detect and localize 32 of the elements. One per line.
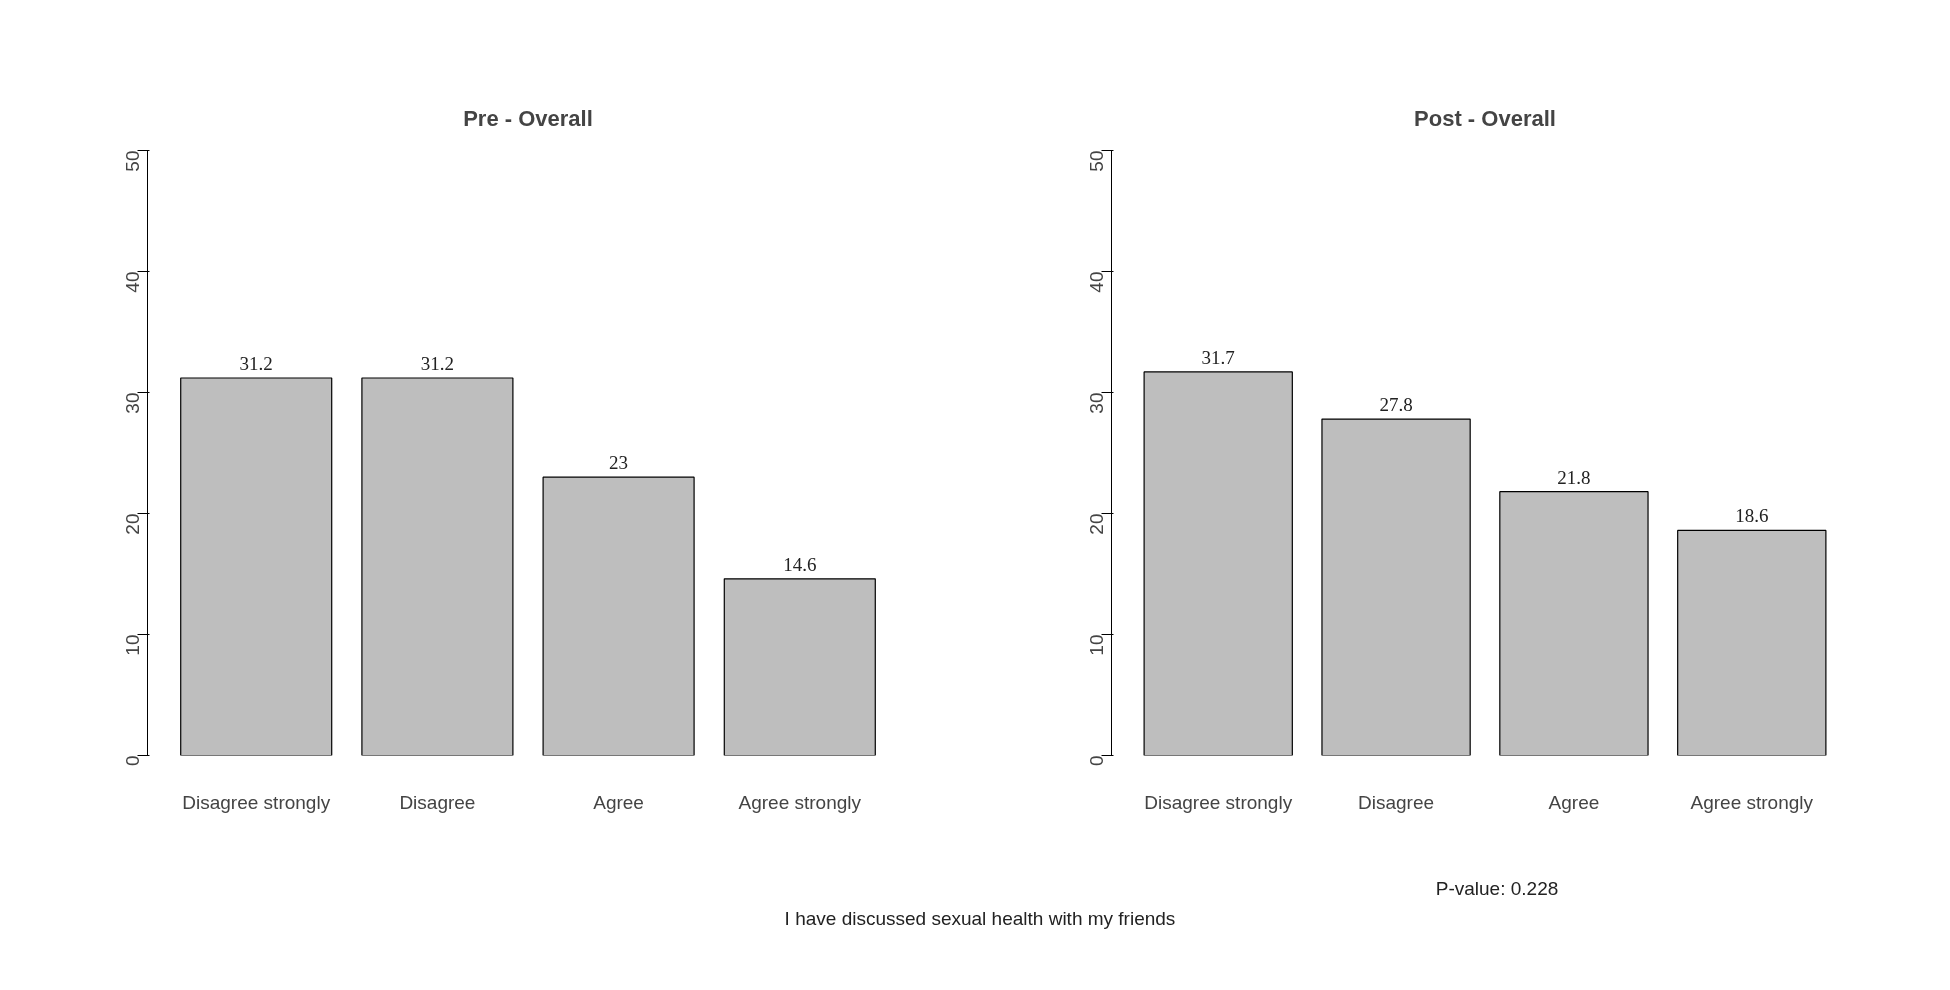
x-tick-label: Disagree strongly: [1144, 791, 1293, 813]
y-tick-label: 0: [122, 755, 143, 767]
data-label: 21.8: [1557, 466, 1591, 488]
y-tick-label: 40: [122, 271, 143, 293]
text: P-value: 0.228: [1434, 877, 1560, 901]
chart-title: Post - Overall: [1414, 105, 1556, 131]
data-label: 31.7: [1201, 346, 1235, 368]
data-label: 18.6: [1735, 505, 1769, 527]
data-label: 31.2: [239, 352, 273, 374]
y-tick-label: 10: [1086, 634, 1107, 656]
x-tick-label: Disagree: [1358, 791, 1435, 813]
x-tick-label: Agree strongly: [738, 791, 862, 813]
y-tick-label: 10: [122, 634, 143, 656]
x-tick-label: Agree: [593, 791, 644, 813]
y-tick-label: 40: [1086, 271, 1107, 293]
y-tick-label: 0: [1086, 755, 1107, 767]
y-tick-label: 30: [1086, 392, 1107, 414]
text: I have discussed sexual health with my friends: [783, 907, 1177, 931]
x-tick-label: Disagree: [399, 791, 476, 813]
x-tick-label: Agree strongly: [1690, 791, 1814, 813]
data-label: 27.8: [1379, 394, 1413, 416]
data-label: 14.6: [783, 553, 817, 575]
data-label: 23: [609, 452, 629, 474]
y-tick-label: 20: [122, 513, 143, 535]
y-tick-label: 50: [1086, 150, 1107, 172]
y-tick-label: 50: [122, 150, 143, 172]
y-tick-label: 20: [1086, 513, 1107, 535]
x-tick-label: Agree: [1548, 791, 1600, 813]
x-tick-label: Disagree strongly: [182, 791, 331, 813]
y-tick-label: 30: [122, 392, 143, 414]
data-label: 31.2: [420, 352, 455, 374]
chart-title: Pre - Overall: [463, 105, 593, 131]
